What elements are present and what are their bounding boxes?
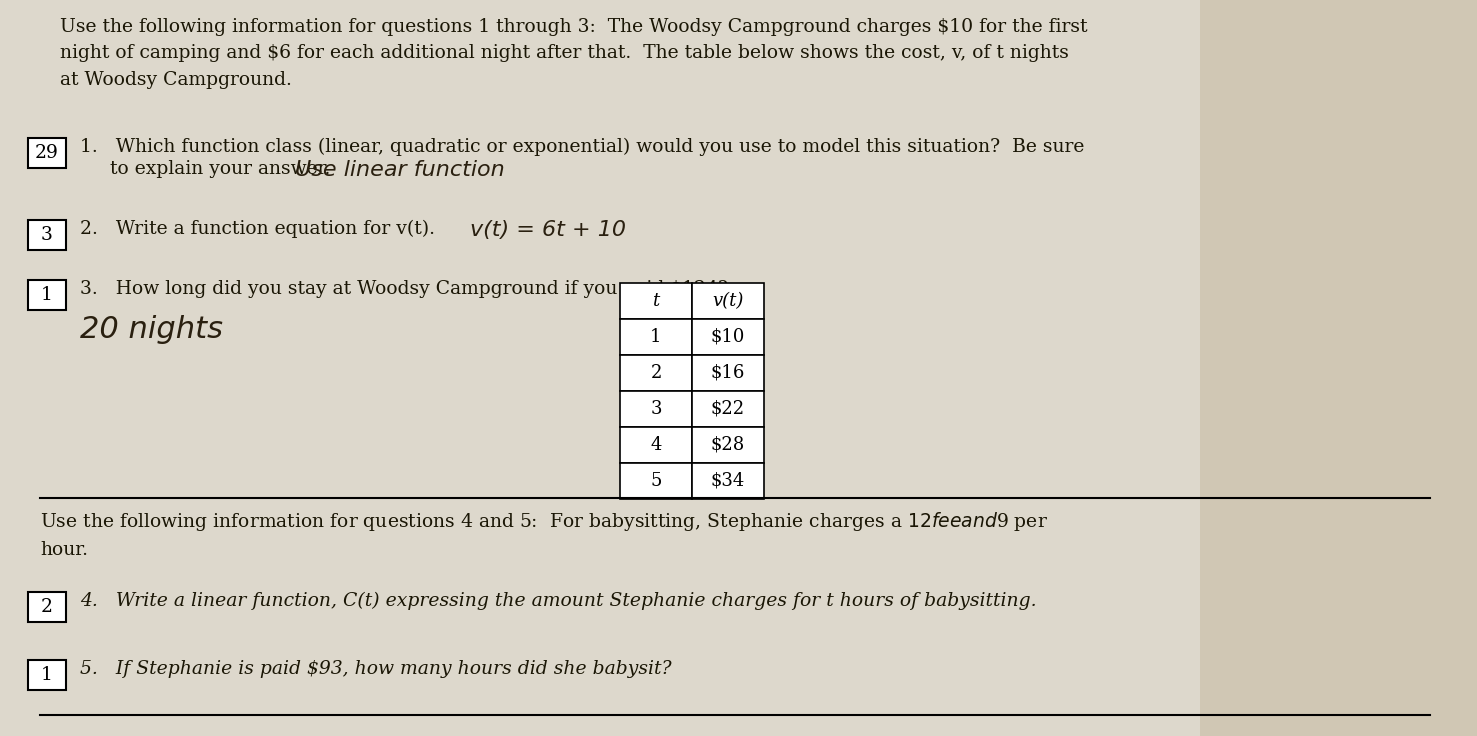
Text: 1.   Which function class (linear, quadratic or exponential) would you use to mo: 1. Which function class (linear, quadrat… [80,138,1084,156]
Text: 5.   If Stephanie is paid $93, how many hours did she babysit?: 5. If Stephanie is paid $93, how many ho… [80,660,672,678]
Text: v(t): v(t) [712,292,744,310]
Bar [693,391,764,427]
Bar [620,427,693,463]
Text: 3: 3 [650,400,662,418]
Bar [693,355,764,391]
Text: Use the following information for questions 4 and 5:  For babysitting, Stephanie: Use the following information for questi… [40,510,1047,559]
Bar [620,391,693,427]
Bar [28,220,66,250]
Bar [693,427,764,463]
Text: $22: $22 [710,400,744,418]
Bar [620,463,693,499]
Bar [620,283,693,319]
Text: 29: 29 [35,144,59,162]
Text: 20 nights: 20 nights [80,315,223,344]
Text: 3: 3 [41,226,53,244]
Text: 1: 1 [41,666,53,684]
Bar [620,319,693,355]
Text: $34: $34 [710,472,744,490]
Text: $28: $28 [710,436,744,454]
Text: 2.   Write a function equation for v(t).: 2. Write a function equation for v(t). [80,220,436,238]
Text: 1: 1 [650,328,662,346]
Bar [693,319,764,355]
Bar [28,660,66,690]
Bar [620,355,693,391]
Text: 2: 2 [650,364,662,382]
Bar [28,138,66,168]
Text: v(t) = 6t + 10: v(t) = 6t + 10 [470,220,626,240]
Text: 1: 1 [41,286,53,304]
Text: $16: $16 [710,364,746,382]
Text: 2: 2 [41,598,53,616]
Text: $10: $10 [710,328,746,346]
Bar [1199,0,1477,736]
Text: Use linear function: Use linear function [295,160,505,180]
Text: to explain your answer.: to explain your answer. [80,160,331,178]
Text: 4.   Write a linear function, C(t) expressing the amount Stephanie charges for t: 4. Write a linear function, C(t) express… [80,592,1037,610]
Text: 3.   How long did you stay at Woodsy Campground if you paid $124?·: 3. How long did you stay at Woodsy Campg… [80,280,734,298]
Text: Use the following information for questions 1 through 3:  The Woodsy Campground : Use the following information for questi… [61,18,1087,89]
Bar [28,280,66,310]
Bar [28,592,66,622]
Text: t: t [653,292,660,310]
Text: 4: 4 [650,436,662,454]
Bar [693,283,764,319]
Text: 5: 5 [650,472,662,490]
Bar [693,463,764,499]
